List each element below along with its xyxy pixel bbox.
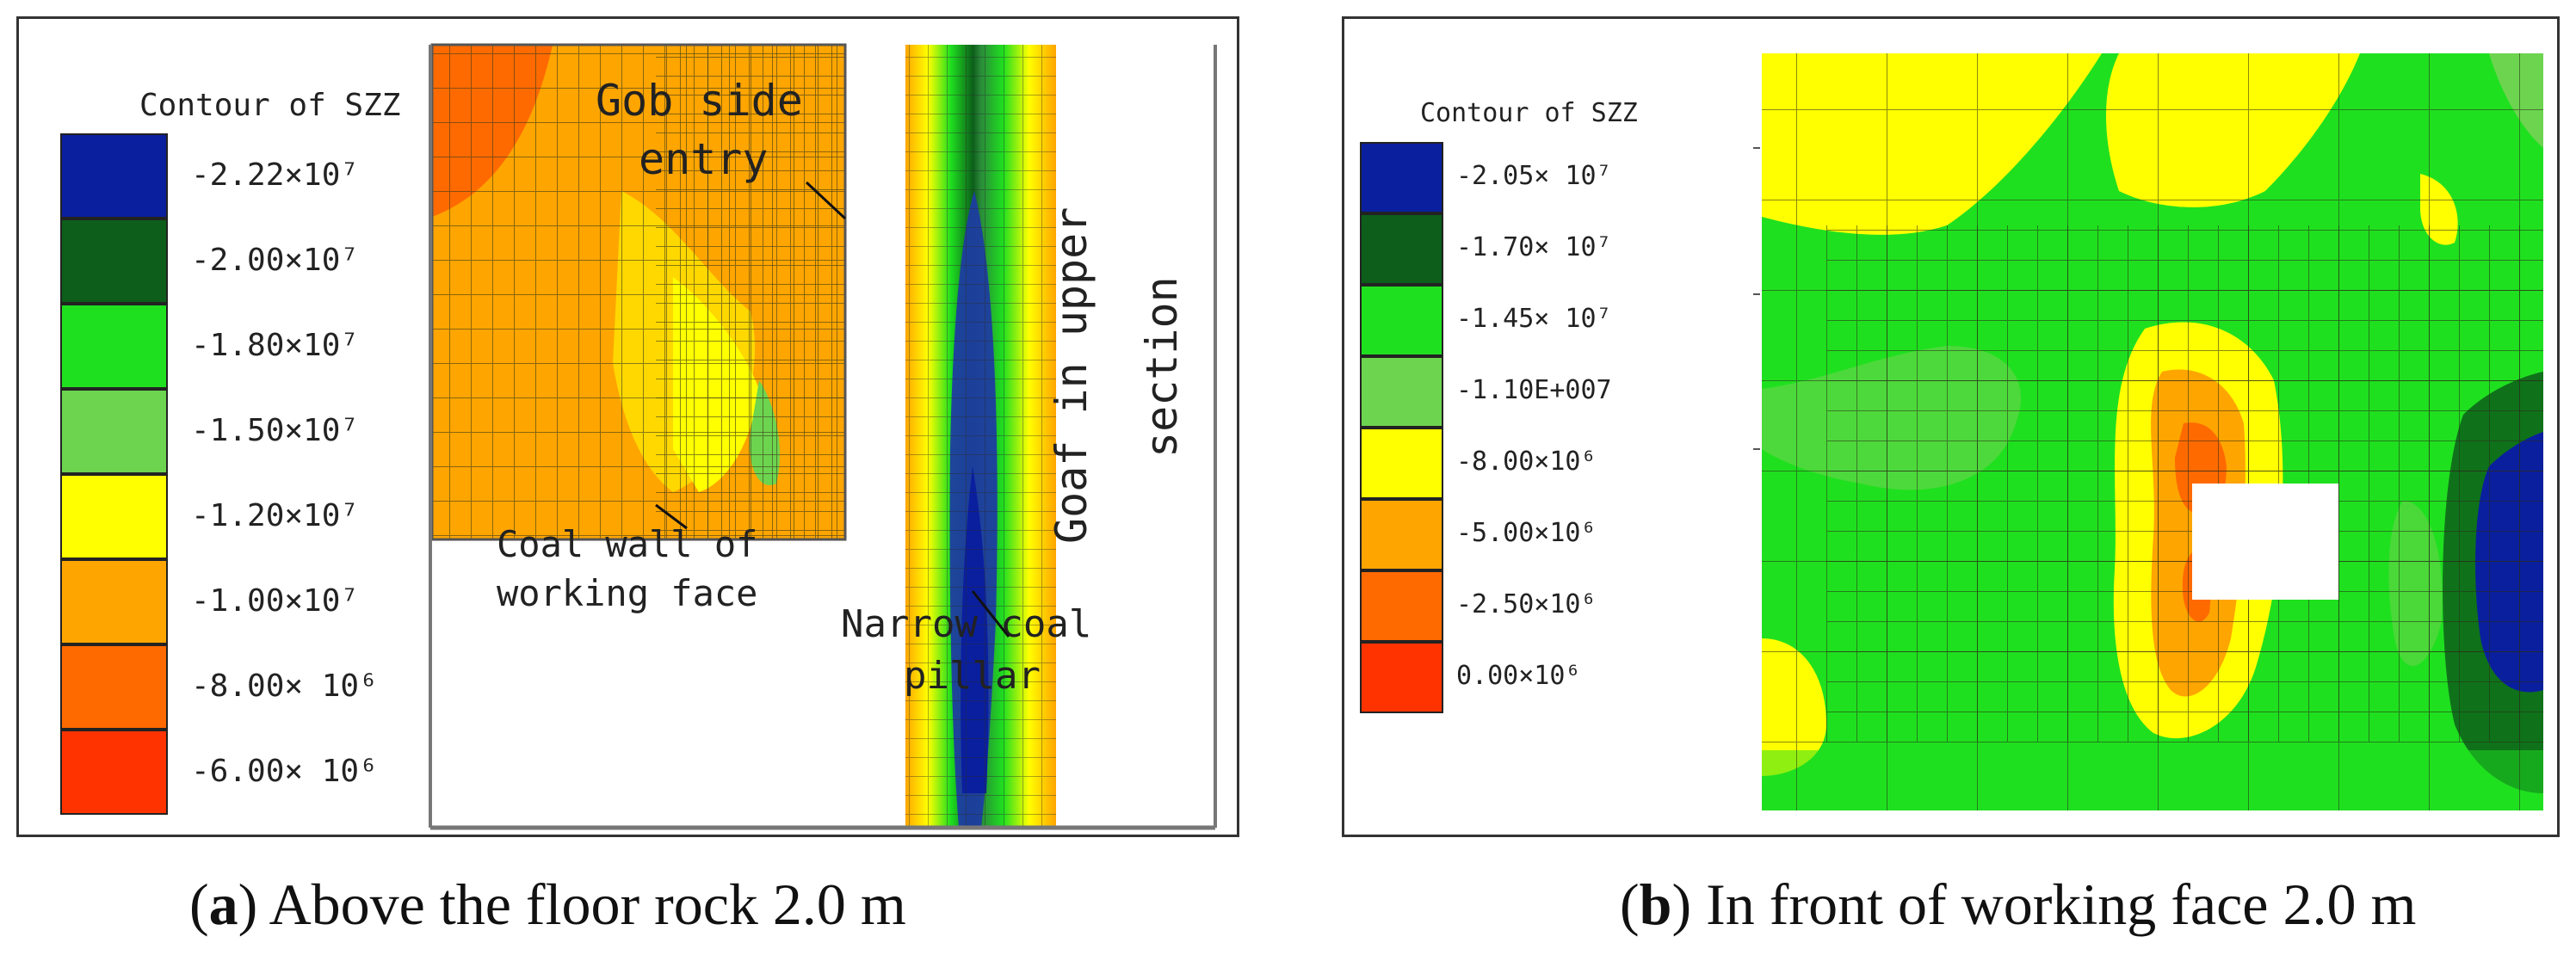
pillar-label: Narrow coal pillar [841, 602, 1115, 698]
section-label: section [1137, 276, 1187, 458]
contour-plot-b [1753, 53, 2543, 810]
legend-label: -1.20×10⁷ [191, 498, 360, 533]
legend-swatch [60, 219, 168, 304]
legend-label: -1.70× 10⁷ [1456, 232, 1612, 262]
legend-swatch [1360, 213, 1443, 285]
legend-label: -1.10E+007 [1456, 375, 1612, 405]
legend-label: -1.00×10⁷ [191, 583, 360, 619]
legend-label: -2.05× 10⁷ [1456, 161, 1612, 191]
legend-swatch [60, 644, 168, 730]
legend-label: -2.50×10⁶ [1456, 589, 1597, 619]
legend-label: -1.50×10⁷ [191, 413, 360, 448]
legend-swatch [60, 730, 168, 815]
caption-a-text: Above the floor rock 2.0 m [269, 872, 906, 937]
caption-b-text: In front of working face 2.0 m [1706, 872, 2417, 937]
legend-label: -2.22×10⁷ [191, 157, 360, 193]
legend-swatch [1360, 570, 1443, 642]
legend-swatch [60, 389, 168, 474]
coal-wall-label: Coal wall of working face [497, 523, 780, 614]
caption-b: (b) In front of working face 2.0 m [1620, 872, 2417, 937]
gob-side-entry-leader [805, 181, 847, 220]
legend-swatch [1360, 642, 1443, 713]
panel-b: Contour of SZZ -2.05× 10⁷ -1.70× 10⁷ -1.45… [1342, 16, 2560, 837]
contour-field-b [1762, 53, 2543, 810]
legend-swatch [60, 559, 168, 644]
legend-label: -5.00×10⁶ [1456, 518, 1597, 548]
gob-side-entry-label: Gob side entry [596, 76, 829, 184]
coal-wall-leader [655, 503, 688, 530]
legend-swatch [1360, 285, 1443, 356]
legend-label: -8.00× 10⁶ [191, 668, 378, 704]
legend-label: -8.00×10⁶ [1456, 447, 1597, 477]
contour-plot-a: Gob side entry Goaf in upper section Coa… [429, 43, 1217, 830]
caption-a: (a) Above the floor rock 2.0 m [189, 872, 906, 937]
panel-a: Contour of SZZ -2.22×10⁷ -2.00×10⁷ -1.80×1… [16, 16, 1239, 837]
caption-a-letter: a [208, 872, 238, 937]
legend-swatch [1360, 499, 1443, 570]
pillar-leader [971, 590, 1010, 638]
legend-swatch [60, 304, 168, 389]
legend-swatch [60, 133, 168, 219]
legend-label: -1.80×10⁷ [191, 328, 360, 363]
caption-b-letter: b [1639, 872, 1672, 937]
legend-label: -2.00×10⁷ [191, 243, 360, 278]
legend-swatch [1360, 428, 1443, 499]
legend-label: -6.00× 10⁶ [191, 754, 378, 789]
legend-swatch [1360, 142, 1443, 213]
rock-block-a [430, 43, 847, 541]
legend-label: 0.00×10⁶ [1456, 661, 1581, 691]
legend-swatch [60, 474, 168, 559]
legend-title-b: Contour of SZZ [1420, 98, 1638, 128]
legend-swatch [1360, 356, 1443, 428]
legend-title-a: Contour of SZZ [139, 88, 401, 123]
coal-pillar-a [905, 45, 1056, 829]
goaf-label: Goaf in upper [1047, 207, 1096, 544]
legend-label: -1.45× 10⁷ [1456, 304, 1612, 334]
